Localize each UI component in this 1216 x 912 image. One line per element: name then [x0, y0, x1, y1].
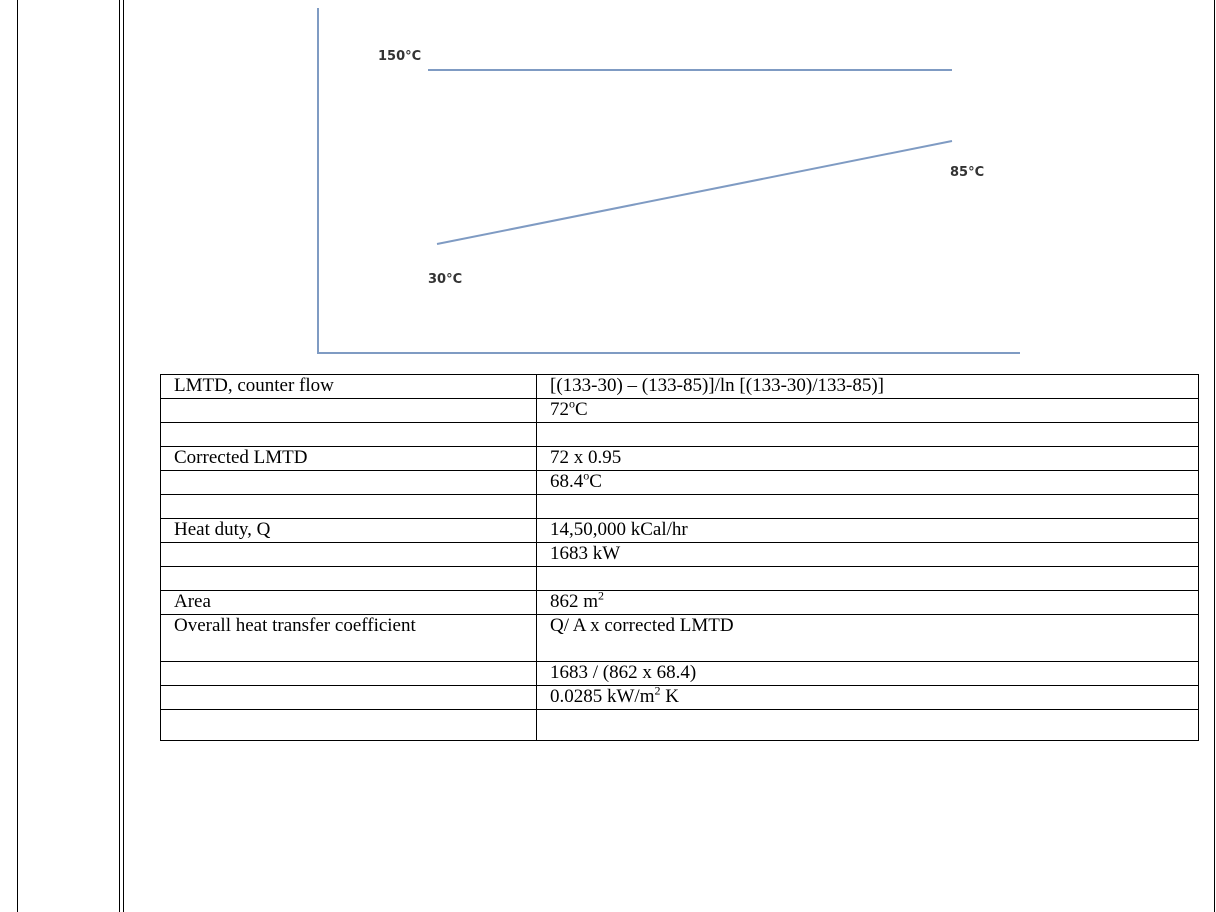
row-label: Overall heat transfer coefficient [160, 614, 537, 662]
value-superscript: 2 [654, 683, 661, 698]
row-value: 72oC [536, 396, 1199, 423]
row-label: Area [160, 590, 537, 615]
row-value: 14,50,000 kCal/hr [536, 518, 1199, 543]
cold-outlet-temperature-label: 85°C [950, 165, 984, 180]
row-value [536, 422, 1199, 447]
value-main: 68.4 [550, 471, 584, 492]
row-value: 1683 kW [536, 542, 1199, 567]
table-row [160, 494, 1199, 519]
value-superscript: 2 [598, 588, 605, 603]
row-label [160, 566, 537, 591]
row-value: [(133-30) – (133-85)]/ln [(133-30)/133-8… [536, 374, 1199, 399]
value-superscript: o [583, 468, 590, 483]
row-label [160, 470, 537, 495]
value-superscript: o [569, 396, 575, 411]
table-row: Heat duty, Q 14,50,000 kCal/hr [160, 518, 1199, 543]
row-value [536, 494, 1199, 519]
row-value [536, 566, 1199, 591]
row-label: Heat duty, Q [160, 518, 537, 543]
row-value: Q/ A x corrected LMTD [536, 614, 1199, 662]
row-value [536, 709, 1199, 741]
row-value: 1683 / (862 x 68.4) [536, 661, 1199, 686]
row-label [160, 685, 537, 710]
value-tail: K [660, 686, 679, 707]
table-row: Overall heat transfer coefficient Q/ A x… [160, 614, 1199, 662]
value-tail: C [575, 399, 588, 420]
frame-left-border [17, 0, 18, 912]
row-label: LMTD, counter flow [160, 374, 537, 399]
table-row: 68.4oC [160, 468, 1199, 495]
temperature-profile-diagram: 150°C 85°C 30°C [317, 8, 1020, 354]
row-label [160, 709, 537, 741]
row-value: 862 m2 [536, 588, 1199, 615]
table-row [160, 709, 1199, 741]
row-label [160, 661, 537, 686]
table-row [160, 422, 1199, 447]
hot-temperature-label: 150°C [378, 49, 421, 64]
value-main: 862 m [550, 591, 599, 612]
frame-column-divider [119, 0, 120, 912]
frame-right-border [1214, 0, 1215, 912]
table-row [160, 566, 1199, 591]
table-row: Corrected LMTD 72 x 0.95 [160, 446, 1199, 471]
table-row: 1683 kW [160, 542, 1199, 567]
lmtd-calculation-table: LMTD, counter flow [(133-30) – (133-85)]… [160, 374, 1199, 741]
frame-column-divider-inner [123, 0, 124, 912]
cold-inlet-temperature-label: 30°C [428, 272, 462, 287]
table-row: LMTD, counter flow [(133-30) – (133-85)]… [160, 374, 1199, 399]
row-label [160, 398, 537, 423]
row-label [160, 494, 537, 519]
table-row: Area 862 m2 [160, 588, 1199, 615]
cold-stream-line [436, 140, 953, 245]
value-tail: C [589, 471, 602, 492]
row-label: Corrected LMTD [160, 446, 537, 471]
row-label [160, 422, 537, 447]
row-value: 68.4oC [536, 468, 1199, 495]
table-row: 0.0285 kW/m2 K [160, 683, 1199, 710]
value-main: 72 [550, 399, 569, 420]
row-value: 0.0285 kW/m2 K [536, 683, 1199, 710]
table-row: 1683 / (862 x 68.4) [160, 661, 1199, 686]
row-label [160, 542, 537, 567]
row-value: 72 x 0.95 [536, 446, 1199, 471]
value-main: 0.0285 kW/m [550, 686, 655, 707]
table-row: 72oC [160, 396, 1199, 423]
